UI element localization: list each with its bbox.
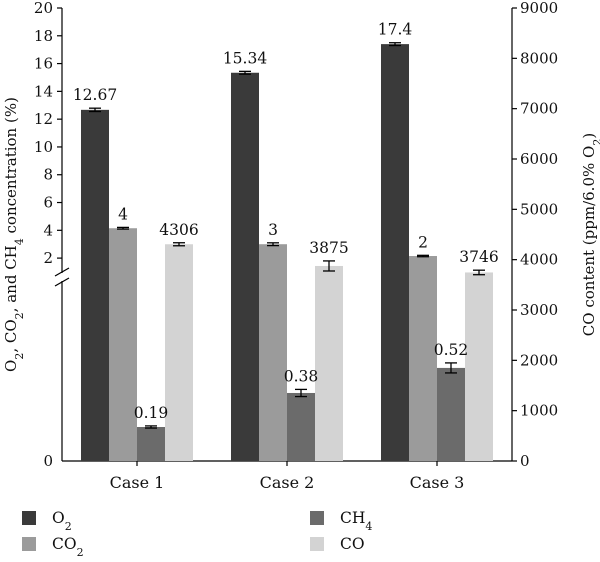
- right-tick-label: 8000: [520, 49, 558, 67]
- data-label: 2: [418, 233, 428, 251]
- legend-swatch-co: [310, 537, 324, 551]
- axis-break-mark: [54, 267, 70, 277]
- data-label: 3746: [459, 248, 498, 266]
- data-label: 4: [118, 205, 128, 223]
- bar-co2-case-1: [109, 228, 137, 461]
- data-label: 0.52: [434, 341, 469, 359]
- data-label: 12.67: [73, 86, 117, 104]
- right-tick-label: 3000: [520, 301, 558, 319]
- bar-o2-case-3: [381, 44, 409, 462]
- right-tick-label: 0: [520, 452, 530, 470]
- right-tick-label: 6000: [520, 150, 558, 168]
- legend-swatch-ch4: [310, 511, 324, 525]
- bar-co2-case-2: [259, 244, 287, 461]
- bars-layer: [81, 42, 493, 462]
- right-tick-label: 5000: [520, 200, 558, 218]
- x-tick-label: Case 3: [410, 473, 465, 492]
- left-tick-label: 8: [43, 166, 53, 184]
- left-tick-label: 12: [34, 110, 53, 128]
- data-label: 0.19: [134, 404, 169, 422]
- x-tick-label: Case 1: [110, 473, 165, 492]
- legend-label-ch4: CH4: [340, 509, 372, 533]
- bar-o2-case-1: [81, 109, 109, 461]
- legend-swatch-co2: [22, 537, 36, 551]
- left-tick-label: 6: [43, 194, 53, 212]
- left-tick-label: 4: [43, 221, 53, 239]
- right-axis-title: CO content (ppm/6.0% O2): [580, 133, 600, 336]
- bar-ch4-case-3: [437, 367, 465, 461]
- axis-break-gap: [54, 273, 70, 281]
- legend-label-co: CO: [340, 535, 365, 553]
- x-tick-label: Case 2: [260, 473, 315, 492]
- bar-ch4-case-2: [287, 392, 315, 461]
- axis-break-mark: [54, 277, 70, 287]
- bar-ch4-case-1: [137, 426, 165, 461]
- bar-co-case-1: [165, 244, 193, 461]
- left-tick-label: 2: [43, 249, 53, 267]
- legend-swatch-o2: [22, 511, 36, 525]
- bar-o2-case-2: [231, 72, 259, 461]
- right-tick-label: 1000: [520, 402, 558, 420]
- bar-co-case-3: [465, 272, 493, 461]
- right-tick-label: 2000: [520, 351, 558, 369]
- data-label: 0.38: [284, 367, 319, 385]
- data-label: 3: [268, 221, 278, 239]
- right-tick-label: 9000: [520, 0, 558, 17]
- right-tick-label: 4000: [520, 251, 558, 269]
- legend-label-o2: O2: [52, 509, 72, 533]
- bar-co2-case-3: [409, 256, 437, 461]
- legend-label-co2: CO2: [52, 535, 84, 559]
- data-label: 15.34: [223, 49, 268, 67]
- left-tick-label: 14: [34, 82, 53, 100]
- left-tick-label: 16: [34, 55, 53, 73]
- data-label: 17.4: [378, 21, 413, 39]
- data-label: 4306: [159, 221, 198, 239]
- left-tick-label: 10: [34, 138, 53, 156]
- data-label: 3875: [309, 239, 348, 257]
- value-labels-layer: 12.67 4 0.19 4306 15.34 3 0.38 3875 17.4 2 0.52 374…: [73, 21, 499, 422]
- left-tick-label: 18: [34, 27, 53, 45]
- bar-co-case-2: [315, 265, 343, 461]
- left-tick-label: 20: [34, 0, 53, 17]
- left-axis-title: O2, CO2, and CH4 concentration (%): [2, 97, 26, 372]
- left-tick-label: 0: [43, 452, 53, 470]
- right-tick-label: 7000: [520, 100, 558, 118]
